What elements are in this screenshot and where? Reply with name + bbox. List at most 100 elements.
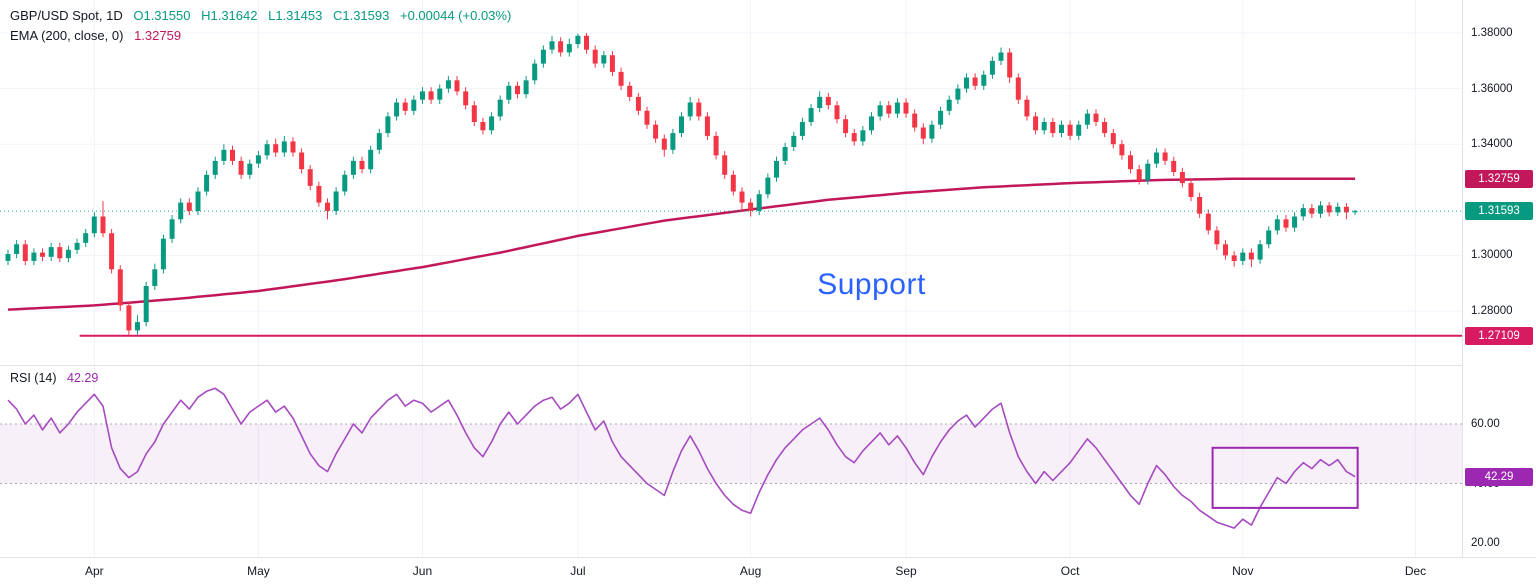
candle-body [1197,197,1203,214]
candle-body [877,105,883,117]
price-axis[interactable]: 1.38000 1.36000 1.34000 1.30000 1.28000 60.00… [1462,0,1536,557]
candle-body [350,160,356,175]
candle-body [368,149,374,170]
pane-divider[interactable] [0,365,1462,366]
candle-body [644,110,650,125]
candle-body [834,105,840,120]
candle-body [894,102,900,114]
rsi-line[interactable] [7,387,1356,529]
ema-line[interactable] [7,177,1356,311]
candle-body [1318,205,1323,214]
rsi-indicator-label: RSI (14) [10,371,57,385]
candle-body [471,105,477,122]
candle-body [506,85,512,100]
candle-body [1300,208,1306,217]
price-axis-tick: 1.28000 [1471,305,1513,317]
candle-body [601,55,607,64]
candle-body [299,152,305,170]
candle-body [264,144,270,156]
candle-body [791,135,797,147]
candle-body [869,116,874,131]
time-axis[interactable]: Apr May Jun Jul Aug Sep Oct Nov Dec [0,557,1536,584]
candle-body [91,216,97,234]
time-axis-month-label: Oct [1060,564,1080,578]
candle-body [540,49,546,64]
candle-body [704,116,710,136]
rsi-legend-row[interactable]: RSI (14) 42.29 [10,371,98,385]
candle-body [204,174,210,192]
time-axis-month-label: Jun [412,564,433,578]
candle-body [782,147,788,161]
candle-body [1110,133,1116,145]
candle-body [100,216,106,234]
candle-body [135,322,140,331]
candle-body [247,163,253,175]
ema-legend-row[interactable]: EMA (200, close, 0) 1.32759 [10,26,511,46]
candle-body [860,130,866,142]
candle-body [212,160,218,175]
candle-body [955,88,961,100]
candle-body [411,99,417,111]
candle-body [290,141,296,153]
candle-body [817,96,823,108]
low-readout: L1.31453 [268,8,322,23]
candle-body [730,174,736,192]
candle-body [31,252,37,261]
candle-body [1352,211,1358,213]
ema-value-badge: 1.32759 [1465,169,1533,188]
candle-body [394,102,400,117]
candle-body [558,41,564,53]
candle-body [739,191,745,203]
candle-body [1257,244,1263,260]
candle-body [238,160,244,175]
candle-body [195,191,201,211]
rsi-annotation-box[interactable] [1211,446,1359,509]
high-label: H [201,8,211,23]
candle-body [1214,230,1220,245]
candle-body [230,149,235,161]
candle-body [1274,219,1280,231]
candle-body [1179,172,1185,184]
symbol-title[interactable]: GBP/USD Spot, 1D [10,8,123,23]
price-axis-tick: 1.36000 [1471,82,1513,95]
price-pane-legend: GBP/USD Spot, 1D O1.31550 H1.31642 L1.31… [10,6,511,46]
candle-body [722,155,728,175]
low-value: 1.31453 [275,8,323,23]
candle-body [333,191,339,211]
candle-body [1188,183,1194,197]
high-value: 1.31642 [210,8,258,23]
candle-body [635,96,641,111]
support-annotation-text[interactable]: Support [817,267,926,301]
candle-body [273,144,279,153]
ema-indicator-label: EMA (200, close, 0) [10,28,124,43]
candle-body [981,74,987,86]
candle-body [748,202,754,211]
candle-body [929,124,935,139]
candle-body [523,80,529,95]
candle-body [808,108,814,122]
open-label: O [133,8,144,23]
candle-body [756,194,762,211]
candle-body [687,102,693,117]
candle-body [1266,230,1272,245]
candle-body [549,41,555,50]
candle-body [1007,52,1013,78]
candle-body [661,138,667,150]
rsi-band [0,424,1462,484]
candle-body [40,252,45,257]
candle-body [765,177,771,195]
candle-body [497,99,503,117]
candle-body [584,35,589,50]
candle-body [1240,252,1246,261]
candle-body [1335,206,1341,213]
candle-body [359,160,365,170]
rsi-value-badge: 42.29 [1465,467,1533,486]
candle-body [1162,152,1168,161]
candle-body [1067,124,1073,136]
candle-body [774,160,779,178]
candle-body [1248,252,1254,260]
candle-body [255,155,261,164]
candle-body [1128,155,1133,170]
